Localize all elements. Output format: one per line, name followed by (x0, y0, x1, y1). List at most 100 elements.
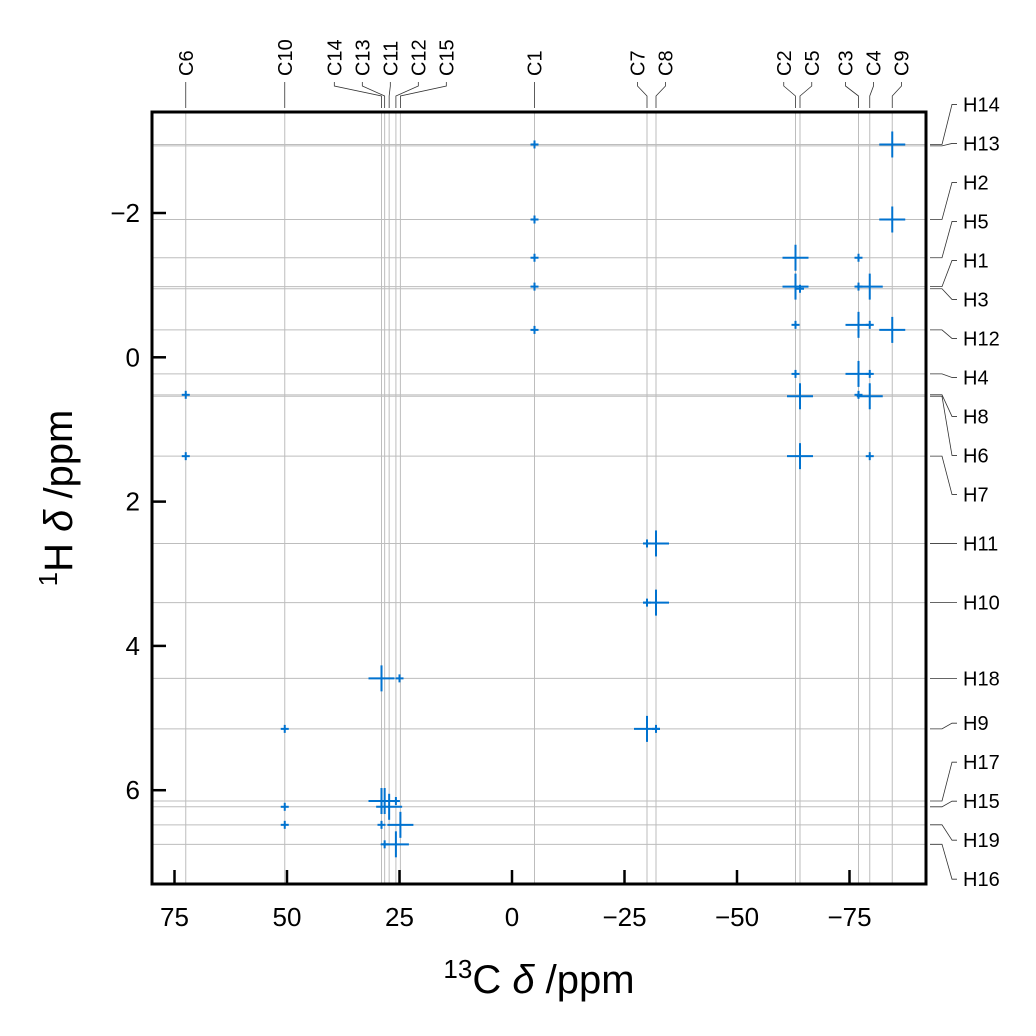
data-point (530, 325, 539, 334)
proton-label-h14: H14 (963, 94, 1000, 116)
data-point (387, 811, 414, 838)
proton-label-h7: H7 (963, 484, 989, 506)
proton-label-h5: H5 (963, 211, 989, 233)
leader-c9 (891, 82, 902, 108)
data-point (181, 390, 190, 399)
carbon-label-c14: C14 (324, 39, 346, 76)
plot-frame (150, 110, 928, 886)
proton-label-h15: H15 (963, 791, 1000, 813)
leader-h12 (930, 329, 957, 339)
carbon-label-c2: C2 (774, 50, 796, 76)
proton-label-h12: H12 (963, 328, 1000, 350)
carbon-label-c10: C10 (275, 39, 297, 76)
data-point (787, 383, 813, 410)
x-tick-label: 75 (160, 902, 189, 932)
data-point (530, 282, 539, 291)
y-tick-label: 4 (126, 631, 140, 661)
data-point (280, 820, 289, 829)
data-point (782, 244, 809, 271)
grid-lines (152, 112, 926, 884)
leader-h3 (930, 288, 957, 300)
leader-h16 (930, 843, 957, 880)
x-axis-title: 13C δ /ppm (443, 954, 634, 1002)
proton-label-h3: H3 (963, 289, 989, 311)
data-point (530, 253, 539, 262)
leader-c8 (655, 82, 666, 108)
proton-label-h2: H2 (963, 172, 989, 194)
carbon-peak-labels: C6 C10 C14 C13 C11 C12 C15 C1 C7 C8 C2 C5 C3 C4 C9 (176, 39, 914, 108)
carbon-label-c15: C15 (436, 39, 458, 76)
proton-label-h19: H19 (963, 830, 1000, 852)
leader-h2 (930, 182, 957, 220)
proton-label-h4: H4 (963, 367, 989, 389)
carbon-label-c3: C3 (836, 50, 858, 76)
data-point (865, 320, 874, 329)
proton-label-h9: H9 (963, 713, 989, 735)
leader-c13 (361, 82, 386, 108)
data-point (879, 131, 906, 158)
data-point (391, 797, 400, 806)
x-tick-label: −25 (602, 902, 646, 932)
y-tick-label: 6 (126, 775, 140, 805)
data-point (856, 273, 883, 300)
x-tick-label: −50 (715, 902, 759, 932)
data-point (530, 215, 539, 224)
data-point (530, 140, 539, 149)
x-tick-label: 50 (273, 902, 302, 932)
carbon-label-c6: C6 (176, 50, 198, 76)
carbon-label-c11: C11 (380, 41, 402, 76)
data-point (879, 316, 906, 343)
proton-label-h11: H11 (963, 533, 998, 555)
x-axis-ticks: 75 50 25 0 −25 −50 −75 (160, 870, 872, 932)
proton-label-h8: H8 (963, 406, 989, 428)
y-tick-label: 2 (126, 487, 140, 517)
proton-peak-labels: H14 H13 H2 H5 H1 H3 H12 H4 H8 H6 H7 H11 H10 H18 H9 H17 H… (930, 94, 1000, 891)
leader-h14 (930, 104, 957, 145)
data-point (865, 369, 874, 378)
data-point (652, 724, 660, 733)
leader-c4 (869, 82, 874, 108)
data-point (856, 383, 883, 410)
data-point (280, 802, 289, 811)
proton-label-h18: H18 (963, 668, 1000, 690)
data-point (376, 793, 403, 820)
y-axis-ticks: −2 0 2 4 6 (110, 198, 166, 805)
leader-h19 (930, 824, 957, 841)
proton-label-h13: H13 (963, 133, 1000, 155)
data-point (854, 390, 863, 399)
leader-c15 (399, 82, 447, 108)
data-point (865, 452, 874, 461)
data-point (368, 665, 395, 692)
proton-label-h6: H6 (963, 445, 989, 467)
leader-h1 (930, 260, 957, 288)
leader-h4 (930, 373, 957, 378)
leader-h9 (930, 722, 957, 730)
leader-h15 (930, 800, 957, 808)
data-point (643, 589, 669, 616)
leader-c2 (783, 82, 796, 108)
x-tick-label: 25 (385, 902, 414, 932)
proton-label-h16: H16 (963, 869, 1000, 891)
data-point (787, 443, 813, 470)
carbon-label-c8: C8 (656, 50, 678, 76)
leader-h13 (930, 143, 957, 147)
proton-label-h10: H10 (963, 593, 1000, 615)
data-point (854, 253, 863, 262)
leader-h8 (930, 394, 957, 417)
data-point (796, 284, 804, 293)
y-tick-label: 0 (126, 342, 140, 372)
data-point (879, 206, 906, 233)
leader-c14 (333, 82, 382, 108)
carbon-label-c4: C4 (864, 50, 886, 76)
proton-label-h17: H17 (963, 752, 1000, 774)
leader-h7 (930, 455, 957, 495)
x-tick-label: 0 (505, 902, 519, 932)
leader-h5 (930, 221, 957, 259)
proton-label-h1: H1 (963, 250, 989, 272)
data-point (791, 369, 800, 378)
data-point (791, 320, 800, 329)
x-tick-label: −75 (827, 902, 871, 932)
peak-markers (181, 131, 906, 858)
data-point (643, 530, 669, 557)
